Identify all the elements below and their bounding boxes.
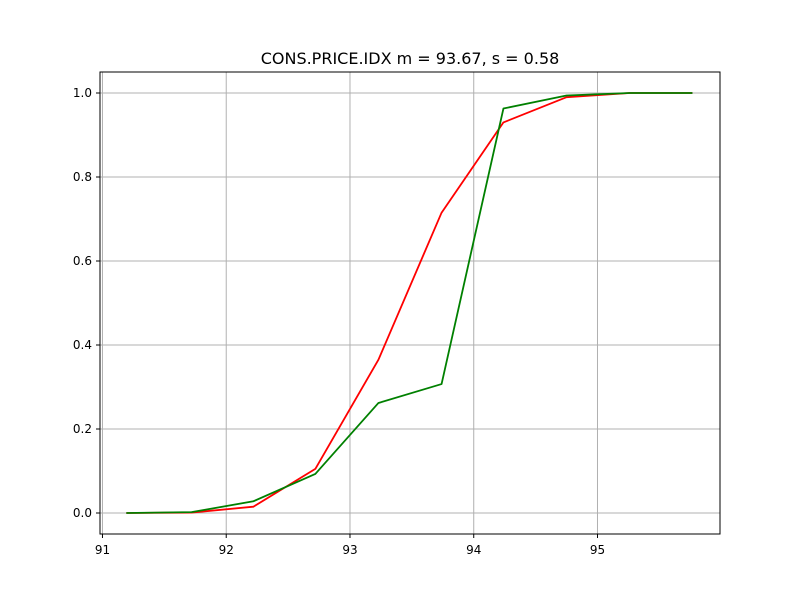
x-tick-label: 95 [590,543,605,557]
x-tick-label: 93 [342,543,357,557]
series-layer [126,92,693,514]
series-line-2 [126,92,693,514]
y-tick-label: 1.0 [73,86,92,100]
axes-frame [99,71,721,535]
ticks: 91 92 93 94 95 0.0 0.2 0.4 0.6 0.8 1.0 [73,86,605,557]
y-tick-label: 0.4 [73,338,92,352]
grid [100,72,720,534]
y-tick-label: 0.8 [73,170,92,184]
chart-title: CONS.PRICE.IDX m = 93.67, s = 0.58 [261,49,560,68]
y-tick-label: 0.6 [73,254,92,268]
y-tick-label: 0.2 [73,422,92,436]
y-tick-label: 0.0 [73,506,92,520]
x-tick-label: 91 [95,543,110,557]
x-tick-label: 94 [466,543,481,557]
x-tick-label: 92 [219,543,234,557]
